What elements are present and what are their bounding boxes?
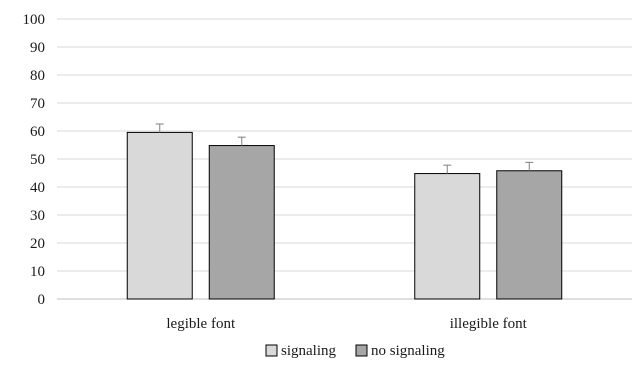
error-bars [155,123,534,174]
bar-no-signaling-illegible-font [496,170,563,300]
legend-label: signaling [281,343,336,359]
y-tick-label: 30 [30,208,45,224]
y-tick-label: 90 [30,40,45,56]
y-tick-label: 70 [30,96,45,112]
legend-swatch-signaling [265,344,278,357]
y-tick-label: 100 [23,12,46,28]
bar-signaling-illegible-font [414,173,481,300]
y-tick-label: 40 [30,180,45,196]
y-tick-label: 50 [30,152,45,168]
y-tick-label: 60 [30,124,45,140]
y-tick-label: 80 [30,68,45,84]
y-tick-label: 20 [30,236,45,252]
y-axis-tick-labels: 0 10 20 30 40 50 60 70 80 90 100 [23,12,46,308]
bars [126,131,563,300]
x-tick-label: illegible font [450,316,528,332]
legend: signaling no signaling [265,343,445,359]
legend-label: no signaling [371,343,445,359]
x-tick-label: legible font [166,316,236,332]
legend-swatch-no-signaling [355,344,368,357]
y-tick-label: 10 [30,264,45,280]
bar-no-signaling-legible-font [208,145,275,300]
y-tick-label: 0 [38,292,46,308]
bar-signaling-legible-font [126,131,193,300]
x-axis-tick-labels: legible font illegible font [166,316,527,332]
